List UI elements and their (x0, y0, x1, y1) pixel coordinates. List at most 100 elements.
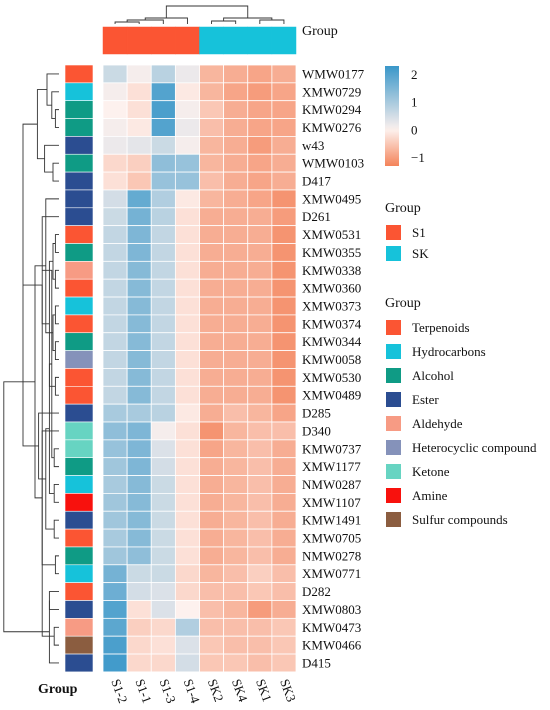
heatmap-cell (174, 492, 200, 512)
heatmap-cell (126, 82, 152, 102)
heatmap-cell (199, 243, 225, 262)
heatmap-cell (102, 617, 128, 637)
heatmap-cell (150, 332, 176, 352)
heatmap-cell (271, 243, 297, 262)
heatmap-cell (223, 368, 249, 387)
row-label: KMW0276 (302, 120, 362, 135)
heatmap-cell (126, 385, 152, 405)
heatmap-cell (174, 385, 200, 405)
heatmap-cell (247, 82, 273, 102)
heatmap-cell (150, 564, 176, 584)
dendrogram-branch (41, 430, 59, 566)
row-group-cell (64, 546, 94, 566)
heatmap-cell (150, 439, 176, 459)
column-group-cell (271, 26, 297, 55)
row-label: D285 (302, 406, 331, 421)
heatmap-cell (199, 600, 225, 619)
row-group-cell (64, 153, 94, 173)
legend-swatch (386, 392, 401, 407)
legend-swatch (386, 225, 401, 240)
heatmap-cell (174, 582, 200, 601)
heatmap-cell (174, 225, 200, 244)
dendrogram-branch (144, 17, 188, 24)
heatmap-cell (223, 278, 249, 298)
heatmap-cell (150, 403, 176, 423)
row-group-cell (64, 332, 94, 351)
column-group-cell (223, 26, 248, 55)
row-group-cell (64, 100, 94, 119)
row-label: XMW0530 (302, 370, 361, 385)
heatmap-cell (223, 403, 249, 423)
heatmap-cell (199, 546, 225, 566)
legend-swatch (386, 440, 401, 455)
column-labels: S1-2 S1-1 S1-3 S1-4 SK2 SK4 SK1 SK3 (108, 677, 299, 706)
dendrogram-branch (259, 19, 285, 24)
column-group-cell (102, 26, 128, 55)
heatmap-cell (223, 296, 249, 316)
heatmap-cell (126, 332, 152, 352)
row-group-cell (64, 457, 94, 476)
heatmap-cell (102, 243, 128, 262)
legend-swatch (386, 246, 401, 261)
row-label: KMW0058 (302, 352, 361, 367)
heatmap-cell (247, 617, 273, 637)
legend-label: Sulfur compounds (412, 512, 508, 527)
heatmap-cell (102, 653, 128, 673)
heatmap-cell (102, 314, 128, 334)
heatmap-cell (102, 564, 128, 584)
heatmap-cell (174, 118, 200, 137)
heatmap-cell (102, 225, 128, 244)
legend-label: S1 (412, 225, 426, 240)
legend-label: Alcohol (412, 368, 454, 383)
heatmap-cell (223, 207, 249, 227)
heatmap-cell (102, 457, 128, 476)
column-label: SK3 (277, 677, 299, 704)
dendrogram-branch (34, 265, 46, 499)
legend-label: Amine (412, 488, 448, 503)
row-group-cell (64, 421, 94, 441)
heatmap-cell (247, 635, 273, 655)
heatmap-cell (271, 225, 297, 244)
heatmap-cell (247, 243, 273, 262)
heatmap-cell (271, 135, 297, 155)
row-group-cell (64, 528, 94, 548)
heatmap-cell (174, 635, 200, 655)
heatmap-cell (102, 421, 128, 441)
heatmap-cell (102, 600, 128, 619)
heatmap-cell (223, 492, 249, 512)
legend-label: Ester (412, 392, 439, 407)
heatmap-cell (126, 207, 152, 227)
heatmap-cell (223, 350, 249, 369)
row-group-cell (64, 653, 94, 673)
heatmap-cell (102, 635, 128, 655)
column-label: S1-1 (132, 677, 154, 705)
heatmap-cell (199, 225, 225, 244)
heatmap-cell (247, 653, 273, 673)
heatmap-cell (199, 350, 225, 369)
heatmap-cell (223, 332, 249, 352)
column-group-cell (151, 26, 176, 55)
row-labels: WMW0177 XMW0729 KMW0294 KMW0276 w43 WMW0103 D4… (302, 66, 365, 670)
row-label: KMW1491 (302, 513, 361, 528)
heatmap-cell (223, 653, 249, 673)
heatmap-cell (247, 475, 273, 494)
heatmap-cell (223, 260, 249, 280)
dendrogram-branch (211, 20, 237, 24)
heatmap-cell (102, 278, 128, 298)
heatmap-cell (174, 171, 200, 191)
heatmap-cell (150, 64, 176, 84)
row-label: KMW0374 (302, 316, 362, 331)
row-group-cell (64, 493, 94, 512)
heatmap-cell (247, 510, 273, 530)
heatmap-cell (102, 135, 128, 155)
column-label: S1-2 (108, 677, 130, 705)
heatmap-cell (102, 64, 128, 84)
heatmap-cell (126, 564, 152, 584)
heatmap-cell (223, 600, 249, 619)
heatmap-cell (150, 600, 176, 619)
heatmap-cell (102, 171, 128, 191)
heatmap-cell (102, 189, 128, 209)
heatmap-cell (271, 332, 297, 352)
legend-swatch (386, 416, 401, 431)
